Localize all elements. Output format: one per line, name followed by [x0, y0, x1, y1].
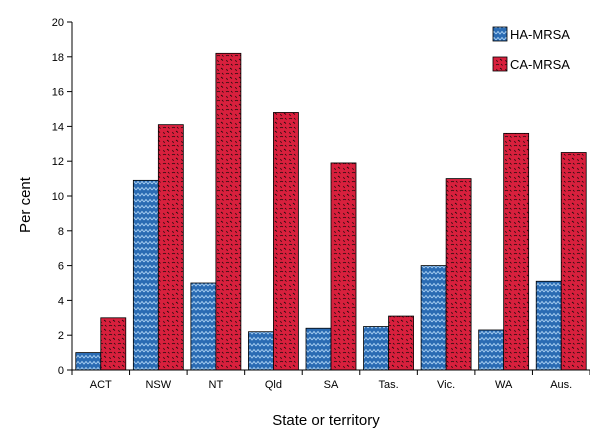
legend-swatch-ha-mrsa — [492, 26, 508, 42]
bar-ha-mrsa-tas — [363, 326, 389, 371]
y-tick-label: 16 — [52, 87, 64, 99]
bar-ca-mrsa-tas — [388, 315, 414, 371]
y-tick-label: 12 — [52, 156, 64, 168]
x-axis-title: State or territory — [272, 412, 380, 429]
bar-ha-mrsa-nsw — [132, 179, 159, 371]
legend-swatch-ca-mrsa — [492, 56, 508, 72]
bar-ha-mrsa-wa — [478, 329, 505, 371]
y-tick-label: 20 — [52, 17, 64, 29]
x-tick-label: Tas. — [378, 379, 398, 391]
bar-ca-mrsa-act — [100, 317, 127, 371]
x-axis-ticks: ACT NSW NT Qld SA Tas. Vic. WA Aus. — [71, 370, 590, 391]
x-tick-label: Aus. — [550, 379, 572, 391]
legend-label-ha-mrsa: HA-MRSA — [510, 27, 570, 42]
x-tick-label: WA — [495, 379, 513, 391]
y-tick-label: 8 — [58, 226, 64, 238]
x-tick-label: Qld — [265, 379, 282, 391]
legend-label-ca-mrsa: CA-MRSA — [510, 57, 570, 72]
bar-ha-mrsa-vic — [420, 265, 447, 371]
bar-ha-mrsa-act — [75, 352, 102, 371]
x-tick-label: SA — [324, 379, 339, 391]
x-tick-label: ACT — [90, 379, 112, 391]
bar-ha-mrsa-sa — [305, 327, 332, 371]
y-tick-label: 18 — [52, 52, 64, 64]
x-tick-label: Vic. — [437, 379, 455, 391]
bar-ca-mrsa-wa — [503, 132, 530, 371]
bar-ca-mrsa-nt — [215, 52, 242, 371]
bar-ca-mrsa-vic — [445, 178, 472, 371]
y-tick-label: 6 — [58, 261, 64, 273]
y-tick-label: 2 — [58, 330, 64, 342]
bars — [75, 52, 587, 371]
bar-ha-mrsa-qld — [248, 331, 274, 371]
legend: HA-MRSA CA-MRSA — [492, 26, 570, 72]
y-tick-label: 10 — [52, 191, 64, 203]
x-tick-label: NSW — [145, 379, 171, 391]
bar-ca-mrsa-nsw — [157, 124, 184, 371]
bar-ha-mrsa-aus — [535, 280, 562, 371]
bar-ca-mrsa-qld — [273, 112, 299, 371]
y-tick-label: 4 — [58, 295, 64, 307]
y-axis-title: Per cent — [17, 176, 34, 233]
bar-ha-mrsa-nt — [190, 282, 217, 371]
y-tick-label: 0 — [58, 365, 64, 377]
bar-ca-mrsa-sa — [330, 162, 357, 371]
y-tick-label: 14 — [52, 121, 64, 133]
bar-ca-mrsa-aus — [560, 152, 587, 371]
x-tick-label: NT — [209, 379, 224, 391]
plot-area: 0 2 4 6 8 10 12 14 16 18 20 ACT NSW NT Qld SA Tas. Vic. W… — [52, 17, 590, 391]
y-axis-ticks: 0 2 4 6 8 10 12 14 16 18 20 — [52, 17, 72, 377]
